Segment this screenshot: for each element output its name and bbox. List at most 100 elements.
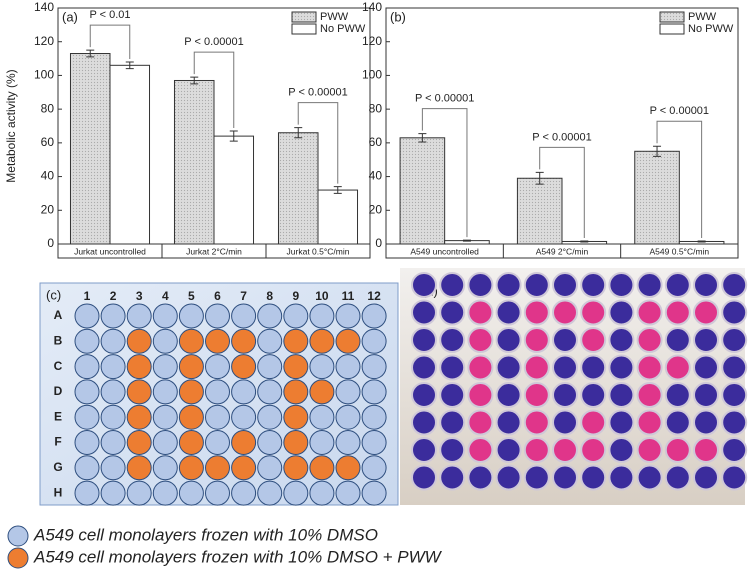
photo-well — [580, 354, 607, 381]
photo-well — [439, 437, 466, 463]
y-tick-label: 80 — [369, 101, 383, 115]
well — [126, 379, 152, 405]
column-label: 11 — [342, 289, 355, 303]
row-label: B — [54, 333, 63, 347]
photo-well — [608, 464, 635, 491]
photo-well — [693, 354, 719, 381]
photo-well — [608, 272, 635, 298]
well — [74, 430, 100, 455]
y-tick-label: 120 — [362, 34, 382, 48]
bar — [69, 53, 111, 245]
photo-well — [439, 354, 466, 381]
photo-well — [580, 327, 607, 353]
photo-well — [608, 437, 635, 463]
y-tick-label: 100 — [362, 68, 382, 82]
well — [74, 379, 100, 405]
y-tick-label: 20 — [41, 202, 55, 216]
y-axis-label: Metabolic activity (%) — [4, 69, 18, 182]
well — [126, 328, 152, 354]
photo-well — [523, 327, 550, 353]
legend-text: A549 cell monolayers frozen with 10% DMS… — [33, 547, 443, 566]
photo-well — [608, 409, 635, 436]
photo-well — [523, 382, 550, 408]
photo-well — [721, 327, 748, 353]
y-tick-label: 140 — [362, 0, 382, 14]
well — [178, 404, 204, 430]
well — [231, 303, 257, 329]
well — [231, 480, 257, 506]
photo-well — [664, 382, 691, 408]
well — [205, 430, 230, 455]
photo-well — [467, 327, 494, 353]
bar — [213, 135, 255, 245]
photo-well — [411, 437, 437, 463]
error-bar — [190, 76, 199, 85]
row-label: A — [54, 308, 63, 322]
photo-well — [636, 299, 663, 326]
well — [309, 480, 335, 506]
photo-well — [580, 272, 607, 298]
well — [361, 354, 387, 380]
photo-well — [467, 299, 494, 326]
column-label: 6 — [214, 289, 221, 303]
well — [152, 303, 178, 329]
legend-label: PWW — [688, 11, 717, 23]
photo-well — [580, 382, 607, 408]
photo-well — [439, 464, 466, 491]
photo-well — [523, 272, 550, 298]
photo-well — [693, 437, 719, 463]
well — [283, 455, 309, 481]
bar — [399, 137, 446, 245]
error-bar — [697, 240, 706, 243]
well — [335, 404, 361, 430]
photo-well — [636, 272, 663, 298]
well — [74, 354, 100, 380]
well — [231, 328, 257, 354]
photo-well — [721, 272, 748, 298]
significance-bracket — [656, 120, 703, 238]
photo-well — [580, 299, 607, 326]
well — [257, 328, 283, 354]
well — [335, 455, 361, 481]
photo-well — [495, 464, 522, 491]
well — [152, 328, 178, 354]
photo-well — [636, 354, 663, 381]
well — [205, 404, 230, 430]
x-tick-label: Jurkat 2°C/min — [186, 246, 242, 256]
photo-well — [608, 299, 635, 326]
photo-well — [467, 272, 494, 298]
well — [74, 328, 100, 354]
well — [100, 379, 126, 405]
well — [257, 455, 283, 481]
well — [361, 455, 387, 481]
photo-well — [721, 464, 748, 491]
well — [178, 430, 204, 455]
well — [335, 480, 361, 506]
significance-bracket — [421, 108, 468, 238]
bar — [109, 64, 151, 245]
photo-well — [495, 272, 522, 298]
well — [257, 480, 283, 506]
y-tick-label: 100 — [34, 68, 54, 82]
photo-well — [721, 382, 748, 408]
column-label: 8 — [266, 289, 273, 303]
y-tick-label: 60 — [41, 135, 55, 149]
well — [283, 430, 309, 455]
significance-label: P < 0.00001 — [532, 131, 591, 143]
significance-label: P < 0.01 — [89, 9, 130, 21]
photo-well — [467, 437, 494, 463]
photo-well — [636, 409, 663, 436]
photo-well — [693, 272, 719, 298]
panel-label: (c) — [46, 287, 61, 302]
photo-well — [495, 327, 522, 353]
photo-well — [608, 354, 635, 381]
x-tick-label: Jurkat 0.5°C/min — [287, 246, 350, 256]
well — [257, 404, 283, 430]
y-tick-label: 60 — [369, 135, 383, 149]
well — [335, 328, 361, 354]
photo-well — [411, 354, 437, 381]
bar — [634, 150, 680, 245]
well — [100, 354, 126, 380]
column-label: 9 — [292, 289, 299, 303]
plot-frame — [57, 7, 371, 259]
